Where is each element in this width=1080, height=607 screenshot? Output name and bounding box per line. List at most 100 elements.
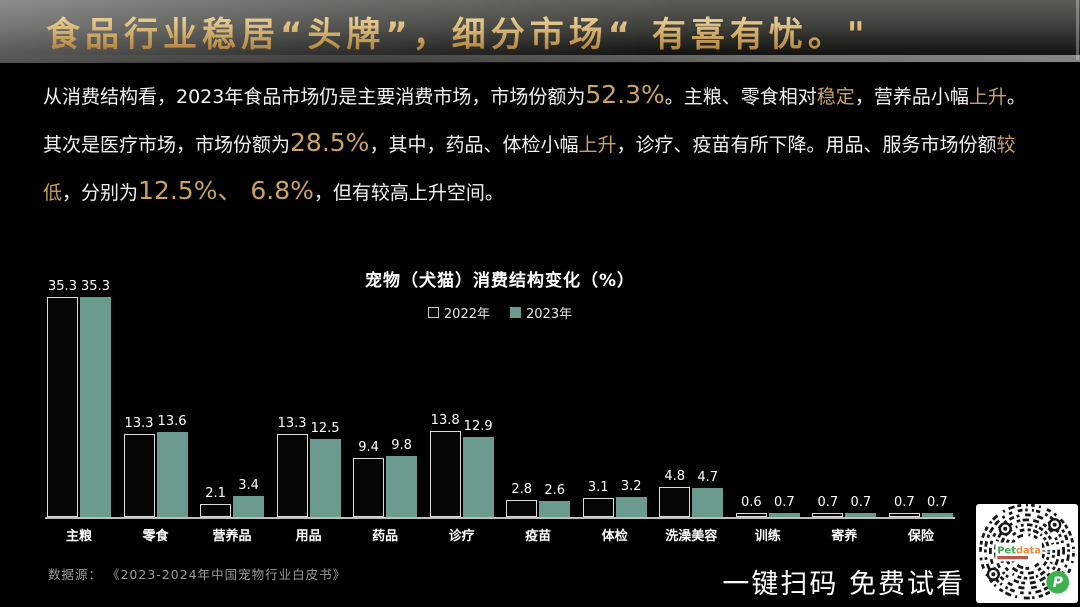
category-label: 洗澡美容 — [665, 529, 718, 544]
bar-2023年 — [80, 297, 111, 517]
qr-code-graphic: Petdata P — [979, 504, 1075, 600]
bar-group: 9.4 9.8 药品 — [351, 295, 419, 544]
qr-dash-ring — [993, 518, 1061, 585]
bar-2022年 — [47, 297, 78, 517]
bar-pair: 4.8 4.7 — [659, 295, 724, 517]
bar-value-label: 2.8 — [511, 482, 533, 497]
bar-pair: 2.8 2.6 — [506, 295, 571, 517]
bar-value-label: 13.6 — [157, 414, 187, 429]
paragraph-line: 其次是医疗市场，市场份额为28.5%，其中，药品、体检小幅上升，诊疗、疫苗有所下… — [43, 120, 1055, 168]
paragraph-text: 。主粮、零食相对 — [664, 86, 817, 108]
bar-column: 2.6 — [539, 483, 571, 517]
bar-pair: 13.3 13.6 — [123, 295, 188, 517]
bar-value-label: 35.3 — [48, 279, 77, 294]
paragraph-highlight: 52.3% — [585, 80, 665, 109]
bar-value-label: 3.1 — [587, 480, 609, 495]
bar-2022年 — [200, 504, 232, 517]
x-axis-line — [45, 517, 955, 519]
bar-column: 0.7 — [812, 495, 844, 517]
data-source-note: 数据源： 《2023-2024年中国宠物行业白皮书》 — [48, 567, 347, 582]
category-label: 训练 — [754, 529, 781, 544]
qr-caption-strip — [997, 555, 1028, 560]
chart-legend: 2022年 2023年 — [45, 303, 955, 322]
paragraph-text: ，诊疗、疫苗有所下降。用品、服务市场份额 — [616, 134, 997, 156]
paragraph-highlight: 上升 — [968, 86, 1007, 108]
category-label: 主粮 — [65, 529, 92, 544]
bar-2023年 — [845, 513, 877, 517]
bar-group: 4.8 4.7 洗澡美容 — [657, 295, 725, 544]
category-label: 体检 — [601, 529, 628, 544]
bar-2023年 — [615, 497, 647, 517]
paragraph-highlight: 上升 — [578, 134, 617, 156]
bar-column: 9.4 — [353, 440, 385, 517]
bar-2022年 — [276, 434, 308, 517]
bar-chart: 35.3 35.3 主粮 13.3 13.6 零食 2.1 3.4 营养品 13.3 12.5 用品 9… — [45, 262, 955, 552]
bar-pair: 0.7 0.7 — [888, 295, 953, 517]
bar-2022年 — [888, 513, 920, 517]
bar-value-label: 13.3 — [277, 416, 307, 431]
bar-group: 13.3 12.5 用品 — [275, 295, 343, 544]
bar-2022年 — [659, 487, 691, 517]
paragraph-highlight: 较 — [996, 134, 1016, 156]
bar-column: 13.3 — [123, 416, 155, 517]
bar-2022年 — [582, 498, 614, 517]
legend-item: 2022年 — [427, 303, 490, 322]
bar-2022年 — [429, 431, 461, 517]
bar-column: 4.7 — [692, 470, 724, 517]
category-label: 营养品 — [212, 529, 252, 544]
bar-group: 2.1 3.4 营养品 — [198, 295, 266, 544]
paragraph-text: 其次是医疗市场，市场份额为 — [43, 134, 291, 156]
bar-column: 0.7 — [888, 495, 920, 517]
bar-pair: 13.8 12.9 — [429, 295, 494, 517]
bar-column: 13.6 — [156, 414, 188, 517]
chart-title: 宠物（犬猫）消费结构变化（%） — [364, 271, 636, 291]
bar-column: 4.8 — [659, 469, 691, 517]
summary-paragraph: 从消费结构看，2023年食品市场仍是主要消费市场，市场份额为52.3%。主粮、零… — [43, 72, 1055, 216]
bar-value-label: 9.8 — [391, 438, 412, 453]
legend-label: 2022年 — [443, 307, 490, 322]
bar-group: 13.8 12.9 诊疗 — [428, 295, 496, 544]
bar-column: 9.8 — [386, 438, 418, 517]
bar-value-label: 4.8 — [664, 469, 686, 484]
paragraph-text: ，营养品小幅 — [854, 86, 969, 108]
bar-column: 35.3 — [80, 279, 111, 517]
paragraph-highlight: 12.5%、 6.8% — [138, 176, 314, 205]
qr-logo-letter: P — [1053, 575, 1063, 591]
bar-pair: 0.7 0.7 — [812, 295, 877, 517]
bar-group: 35.3 35.3 主粮 — [45, 279, 113, 544]
bar-value-label: 0.7 — [894, 495, 915, 510]
qr-eye-top-right — [1048, 518, 1062, 532]
bar-2023年 — [921, 513, 953, 517]
paragraph-line: 从消费结构看，2023年食品市场仍是主要消费市场，市场份额为52.3%。主粮、零… — [43, 72, 1055, 120]
paragraph-highlight: 稳定 — [816, 86, 855, 108]
bar-value-label: 0.7 — [817, 495, 839, 510]
bar-2023年 — [692, 488, 724, 517]
bar-column: 0.7 — [845, 495, 877, 517]
bar-column: 0.6 — [735, 495, 767, 517]
legend-swatch-icon — [427, 307, 439, 318]
bar-group: 2.8 2.6 疫苗 — [504, 295, 572, 544]
legend-label: 2023年 — [526, 307, 573, 322]
bar-2022年 — [812, 513, 844, 517]
page-title: 食品行业稳居“头牌”，细分市场“ 有喜有忧。" — [46, 7, 870, 56]
bar-pair: 0.6 0.7 — [735, 295, 800, 517]
bar-value-label: 13.8 — [430, 413, 460, 428]
bar-group: 0.6 0.7 训练 — [734, 295, 802, 544]
bar-value-label: 0.7 — [927, 495, 948, 510]
bar-group: 0.7 0.7 保险 — [887, 295, 955, 544]
bar-value-label: 13.3 — [124, 416, 154, 431]
bar-pair: 3.1 3.2 — [582, 295, 647, 517]
bar-value-label: 12.5 — [310, 421, 340, 436]
bar-value-label: 0.7 — [773, 495, 795, 510]
category-label: 零食 — [142, 529, 169, 544]
bar-group: 3.1 3.2 体检 — [581, 295, 649, 544]
title-banner: 食品行业稳居“头牌”，细分市场“ 有喜有忧。" — [0, 0, 1080, 63]
bar-2022年 — [735, 513, 767, 517]
bar-column: 13.8 — [429, 413, 461, 517]
paragraph-highlight: 28.5% — [290, 128, 370, 157]
legend-swatch-icon — [510, 307, 521, 318]
bar-groups: 35.3 35.3 主粮 13.3 13.6 零食 2.1 3.4 营养品 13.3 12.5 用品 9… — [45, 279, 955, 544]
bar-2022年 — [353, 458, 385, 517]
bar-column: 3.2 — [615, 479, 647, 517]
